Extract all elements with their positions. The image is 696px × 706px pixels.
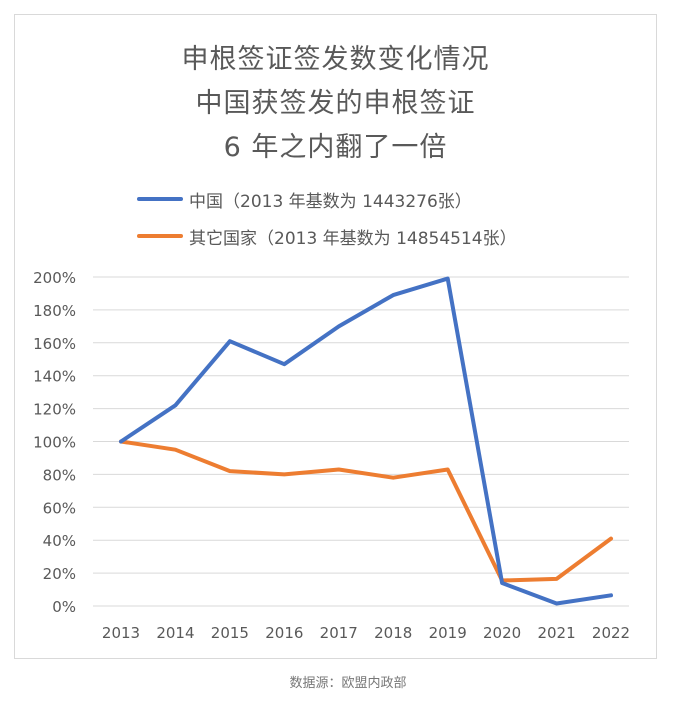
x-tick-label: 2015 <box>211 624 249 642</box>
series-line-other <box>119 439 613 583</box>
chart-title-line-1: 申根签证签发数变化情况 <box>181 44 490 75</box>
x-tick-label: 2020 <box>483 624 521 642</box>
y-tick-label: 120% <box>33 401 76 419</box>
x-tick-label: 2014 <box>156 624 194 642</box>
series-line-china <box>119 276 613 606</box>
legend-label-other: 其它国家（2013 年基数为 14854514张） <box>189 228 517 249</box>
chart-title-line-3: 6 年之内翻了一倍 <box>223 132 448 163</box>
y-tick-label: 40% <box>43 532 76 550</box>
y-tick-label: 60% <box>43 499 76 517</box>
y-tick-label: 100% <box>33 434 76 452</box>
chart-frame: 申根签证签发数变化情况 中国获签发的申根签证 6 年之内翻了一倍 中国（2013… <box>14 14 657 659</box>
x-tick-label: 2021 <box>537 624 575 642</box>
y-tick-label: 160% <box>33 335 76 353</box>
x-tick-label: 2019 <box>429 624 467 642</box>
legend-item-china: 中国（2013 年基数为 1443276张） <box>137 188 472 212</box>
y-tick-label: 0% <box>52 598 76 616</box>
source-note: 数据源：欧盟内政部 <box>289 676 407 691</box>
y-tick-label: 180% <box>33 302 76 320</box>
chart-title-line-2: 中国获签发的申根签证 <box>195 88 476 119</box>
legend-swatch-china <box>137 197 183 201</box>
x-tick-label: 2017 <box>320 624 358 642</box>
legend-swatch-other <box>137 234 183 238</box>
y-tick-label: 80% <box>43 466 76 484</box>
legend-label-china: 中国（2013 年基数为 1443276张） <box>189 191 472 212</box>
x-tick-label: 2018 <box>374 624 412 642</box>
x-tick-label: 2016 <box>265 624 303 642</box>
x-tick-label: 2022 <box>592 624 630 642</box>
plot-area: 0% 20% 40% 60% 80% 100% 120% 140% 160% 180% 200% 20… <box>33 269 630 642</box>
x-tick-label: 2013 <box>102 624 140 642</box>
legend-item-other: 其它国家（2013 年基数为 14854514张） <box>137 225 517 249</box>
y-tick-label: 200% <box>33 269 76 287</box>
y-tick-label: 140% <box>33 368 76 386</box>
y-tick-label: 20% <box>43 565 76 583</box>
